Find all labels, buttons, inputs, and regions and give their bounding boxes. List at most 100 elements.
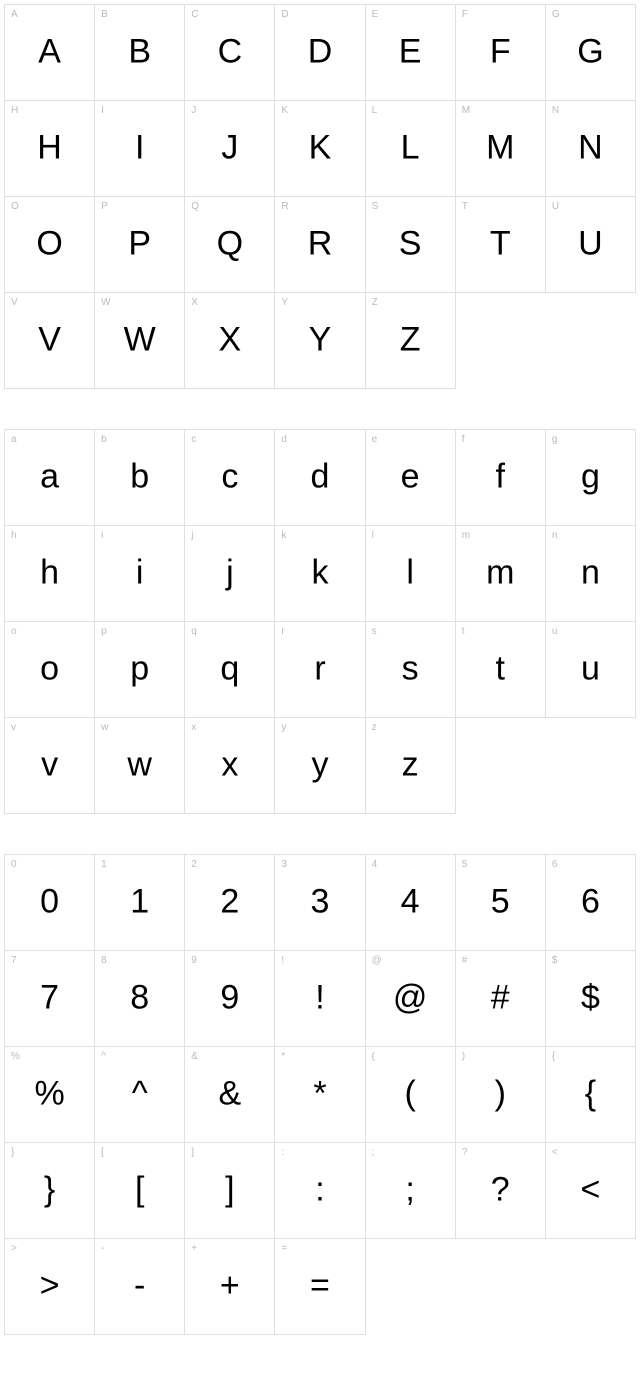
glyph-cell-label: d xyxy=(281,434,287,445)
glyph-cell-label: b xyxy=(101,434,107,445)
glyph-cell-label: i xyxy=(101,530,103,541)
glyph-cell: HH xyxy=(5,101,95,197)
glyph-cell-glyph: F xyxy=(490,34,511,68)
glyph-cell: aa xyxy=(5,430,95,526)
glyph-cell-label: I xyxy=(101,105,104,116)
glyph-cell-glyph: G xyxy=(577,34,603,68)
glyph-cell: DD xyxy=(275,5,365,101)
glyph-cell-label: 5 xyxy=(462,859,468,870)
glyph-cell-label: $ xyxy=(552,955,558,966)
glyph-cell-glyph: Y xyxy=(309,322,332,356)
glyph-cell-glyph: 8 xyxy=(130,980,149,1014)
glyph-cell-glyph: Z xyxy=(400,322,421,356)
glyph-cell-label: o xyxy=(11,626,17,637)
glyph-cell-label: r xyxy=(281,626,284,637)
glyph-cell: EE xyxy=(366,5,456,101)
glyph-cell-glyph: J xyxy=(221,130,238,164)
glyph-cell: ++ xyxy=(185,1239,275,1335)
glyph-chart-root: AABBCCDDEEFFGGHHIIJJKKLLMMNNOOPPQQRRSSTT… xyxy=(4,4,636,1335)
glyph-cell-label: G xyxy=(552,9,560,20)
glyph-cell-glyph: p xyxy=(130,651,149,685)
glyph-cell: II xyxy=(95,101,185,197)
glyph-cell-label: & xyxy=(191,1051,198,1062)
glyph-cell: bb xyxy=(95,430,185,526)
glyph-cell: RR xyxy=(275,197,365,293)
glyph-cell-glyph: W xyxy=(124,322,156,356)
glyph-cell: !! xyxy=(275,951,365,1047)
glyph-cell-glyph: c xyxy=(221,459,238,493)
glyph-cell-glyph: @ xyxy=(393,980,428,1014)
glyph-cell-glyph: X xyxy=(219,322,242,356)
glyph-cell-label: ] xyxy=(191,1147,194,1158)
glyph-cell-glyph: * xyxy=(313,1076,326,1110)
glyph-cell-glyph: ? xyxy=(491,1172,510,1206)
glyph-cell-label: R xyxy=(281,201,288,212)
glyph-cell: ww xyxy=(95,718,185,814)
glyph-cell-label: 0 xyxy=(11,859,17,870)
glyph-cell-label: V xyxy=(11,297,18,308)
glyph-cell-glyph: 5 xyxy=(491,884,510,918)
glyph-cell-glyph: x xyxy=(221,747,238,781)
glyph-cell: ZZ xyxy=(366,293,456,389)
glyph-cell: 22 xyxy=(185,855,275,951)
glyph-cell-label: { xyxy=(552,1051,555,1062)
glyph-section-uppercase: AABBCCDDEEFFGGHHIIJJKKLLMMNNOOPPQQRRSSTT… xyxy=(4,4,636,389)
glyph-cell-glyph: z xyxy=(402,747,419,781)
glyph-cell-glyph: T xyxy=(490,226,511,260)
glyph-cell: && xyxy=(185,1047,275,1143)
glyph-cell-label: L xyxy=(372,105,378,116)
glyph-cell-label: 7 xyxy=(11,955,17,966)
glyph-cell-glyph: g xyxy=(581,459,600,493)
glyph-cell-label: j xyxy=(191,530,193,541)
glyph-cell-glyph: ] xyxy=(225,1172,234,1206)
glyph-cell-label: w xyxy=(101,722,108,733)
glyph-cell-glyph: w xyxy=(127,747,152,781)
glyph-cell-label: C xyxy=(191,9,198,20)
glyph-cell-glyph: $ xyxy=(581,980,600,1014)
glyph-cell-glyph: - xyxy=(134,1268,145,1302)
glyph-cell: hh xyxy=(5,526,95,622)
glyph-cell-label: ( xyxy=(372,1051,375,1062)
glyph-cell-label: 9 xyxy=(191,955,197,966)
glyph-cell-glyph: ; xyxy=(405,1172,414,1206)
glyph-cell-label: q xyxy=(191,626,197,637)
glyph-cell: KK xyxy=(275,101,365,197)
glyph-cell-glyph: N xyxy=(578,130,603,164)
glyph-cell-label: } xyxy=(11,1147,14,1158)
glyph-cell: BB xyxy=(95,5,185,101)
glyph-cell-glyph: K xyxy=(309,130,332,164)
glyph-cell-glyph: 2 xyxy=(220,884,239,918)
glyph-cell: gg xyxy=(546,430,636,526)
glyph-cell-label: S xyxy=(372,201,379,212)
glyph-cell-glyph: y xyxy=(311,747,328,781)
glyph-cell-glyph: ^ xyxy=(132,1076,148,1110)
glyph-cell-label: E xyxy=(372,9,379,20)
glyph-cell: :: xyxy=(275,1143,365,1239)
glyph-cell-glyph: B xyxy=(128,34,151,68)
glyph-cell-glyph: S xyxy=(399,226,422,260)
glyph-cell-glyph: 4 xyxy=(401,884,420,918)
glyph-cell-glyph: 3 xyxy=(311,884,330,918)
glyph-cell-glyph: s xyxy=(402,651,419,685)
glyph-cell: vv xyxy=(5,718,95,814)
glyph-cell: rr xyxy=(275,622,365,718)
glyph-cell-glyph: < xyxy=(580,1172,600,1206)
glyph-cell-label: ) xyxy=(462,1051,465,1062)
glyph-cell-label: a xyxy=(11,434,17,445)
glyph-cell-glyph: A xyxy=(38,34,61,68)
glyph-cell-label: J xyxy=(191,105,196,116)
glyph-cell-glyph: k xyxy=(311,555,328,589)
glyph-cell-label: P xyxy=(101,201,108,212)
glyph-cell-glyph: q xyxy=(220,651,239,685)
glyph-cell-glyph: 1 xyxy=(130,884,149,918)
glyph-cell-glyph: 9 xyxy=(220,980,239,1014)
glyph-cell-label: ! xyxy=(281,955,284,966)
glyph-cell: JJ xyxy=(185,101,275,197)
glyph-cell-glyph: + xyxy=(220,1268,240,1302)
glyph-cell: pp xyxy=(95,622,185,718)
glyph-cell-label: > xyxy=(11,1243,17,1254)
glyph-cell: XX xyxy=(185,293,275,389)
glyph-cell-glyph: b xyxy=(130,459,149,493)
glyph-cell-label: X xyxy=(191,297,198,308)
glyph-cell: PP xyxy=(95,197,185,293)
